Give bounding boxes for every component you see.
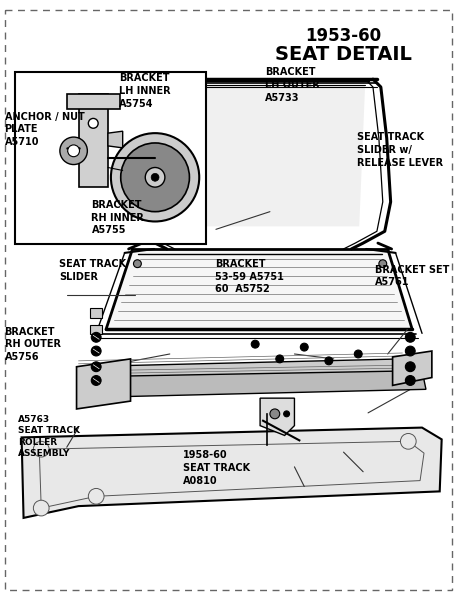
Circle shape xyxy=(354,350,362,358)
Circle shape xyxy=(34,442,49,457)
Circle shape xyxy=(91,346,101,356)
Circle shape xyxy=(89,488,104,504)
Polygon shape xyxy=(67,94,120,109)
Polygon shape xyxy=(78,94,108,187)
Text: ANCHOR / NUT
PLATE
A5710: ANCHOR / NUT PLATE A5710 xyxy=(5,112,84,147)
Polygon shape xyxy=(106,249,412,329)
Bar xyxy=(90,308,102,317)
Circle shape xyxy=(405,332,415,342)
Text: 1958-60
SEAT TRACK
A0810: 1958-60 SEAT TRACK A0810 xyxy=(183,450,250,486)
Circle shape xyxy=(276,355,284,363)
Polygon shape xyxy=(96,371,426,397)
Text: SEAT DETAIL: SEAT DETAIL xyxy=(275,45,412,64)
Polygon shape xyxy=(76,359,130,409)
Circle shape xyxy=(270,409,280,419)
Circle shape xyxy=(111,133,199,221)
Circle shape xyxy=(60,137,87,164)
Polygon shape xyxy=(153,85,365,226)
Circle shape xyxy=(400,433,416,449)
Text: BRACKET SET
A5761: BRACKET SET A5761 xyxy=(375,265,449,287)
Circle shape xyxy=(68,145,80,157)
Polygon shape xyxy=(21,428,442,518)
Circle shape xyxy=(145,167,165,187)
Polygon shape xyxy=(260,398,295,436)
Circle shape xyxy=(405,346,415,356)
Circle shape xyxy=(379,260,387,268)
Text: BRACKET
RH INNER
A5755: BRACKET RH INNER A5755 xyxy=(91,200,144,235)
Bar xyxy=(90,325,102,334)
Polygon shape xyxy=(76,359,406,391)
Circle shape xyxy=(405,376,415,385)
Circle shape xyxy=(91,362,101,371)
Circle shape xyxy=(133,260,141,268)
Circle shape xyxy=(91,332,101,342)
Text: SEAT TRACK
SLIDER: SEAT TRACK SLIDER xyxy=(60,259,127,281)
Circle shape xyxy=(325,357,333,365)
Circle shape xyxy=(301,343,308,351)
Text: BRACKET
LH INNER
A5754: BRACKET LH INNER A5754 xyxy=(119,73,171,109)
Text: BRACKET
LH OUTER
A5733: BRACKET LH OUTER A5733 xyxy=(265,67,320,103)
Text: BRACKET
RH OUTER
A5756: BRACKET RH OUTER A5756 xyxy=(5,326,61,362)
Polygon shape xyxy=(392,351,432,385)
Circle shape xyxy=(121,143,189,212)
FancyBboxPatch shape xyxy=(15,72,206,244)
Circle shape xyxy=(405,362,415,371)
Text: BRACKET
53-59 A5751
60  A5752: BRACKET 53-59 A5751 60 A5752 xyxy=(215,259,284,295)
Circle shape xyxy=(251,340,259,348)
Circle shape xyxy=(284,411,289,417)
Polygon shape xyxy=(108,131,123,148)
Circle shape xyxy=(151,173,159,181)
Text: A5763
SEAT TRACK
ROLLER
ASSEMBLY: A5763 SEAT TRACK ROLLER ASSEMBLY xyxy=(18,415,80,458)
Circle shape xyxy=(89,118,98,128)
Circle shape xyxy=(91,376,101,385)
Circle shape xyxy=(34,500,49,516)
Text: SEAT TRACK
SLIDER w/
RELEASE LEVER: SEAT TRACK SLIDER w/ RELEASE LEVER xyxy=(357,132,443,168)
Text: 1953-60: 1953-60 xyxy=(305,27,382,45)
